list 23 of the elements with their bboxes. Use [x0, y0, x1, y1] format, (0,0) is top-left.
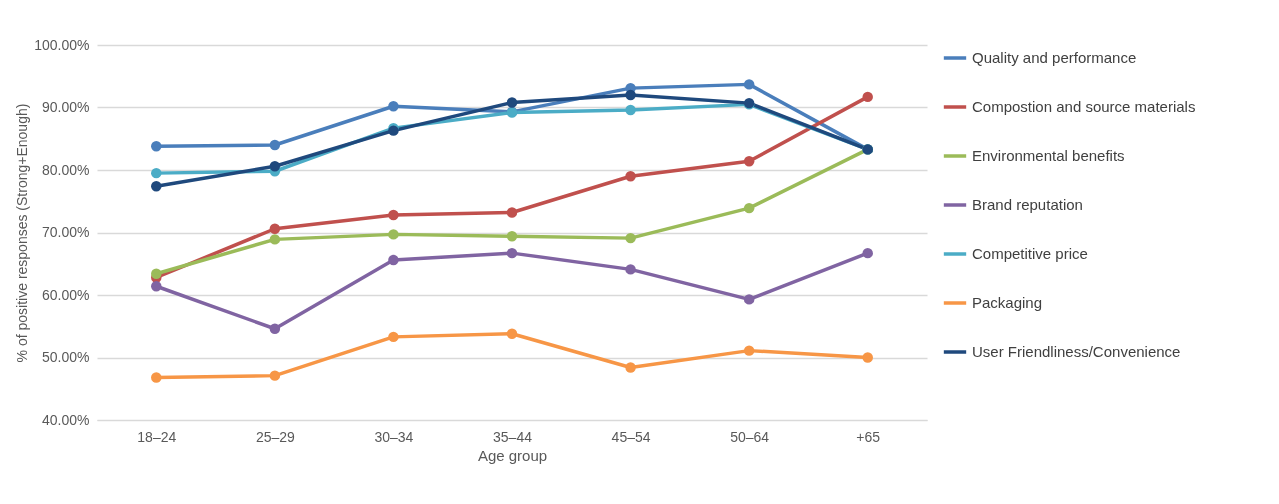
legend-label: Compostion and source materials	[972, 98, 1196, 115]
legend-label: User Friendliness/Convenience	[972, 343, 1181, 360]
legend-label: Packaging	[972, 294, 1043, 311]
x-tick-label: +65	[856, 428, 881, 445]
x-axis-title: Age group	[477, 446, 548, 464]
x-tick-label: 25–29	[255, 428, 296, 445]
y-tick-label: 50.00%	[42, 349, 90, 365]
y-tick-label: 90.00%	[42, 99, 90, 115]
legend-label: Quality and performance	[972, 49, 1137, 66]
y-tick-label: 40.00%	[42, 411, 90, 428]
legend-label: Environmental benefits	[972, 147, 1125, 164]
x-tick-label: 30–34	[374, 428, 414, 445]
y-axis-title: % of positive responses (Strong+Enough)	[14, 103, 31, 363]
x-tick-label: 18–24	[137, 428, 177, 445]
legend-label: Brand reputation	[972, 196, 1083, 213]
x-tick-label: 45–54	[611, 428, 651, 445]
x-tick-label: 50–64	[730, 428, 770, 445]
x-tick-label: 35–44	[493, 428, 533, 445]
y-tick-label: 100.00%	[34, 36, 90, 53]
y-tick-label: 70.00%	[42, 224, 90, 240]
y-tick-label: 60.00%	[42, 286, 90, 303]
y-tick-label: 80.00%	[42, 161, 90, 178]
legend-label: Competitive price	[972, 245, 1088, 262]
